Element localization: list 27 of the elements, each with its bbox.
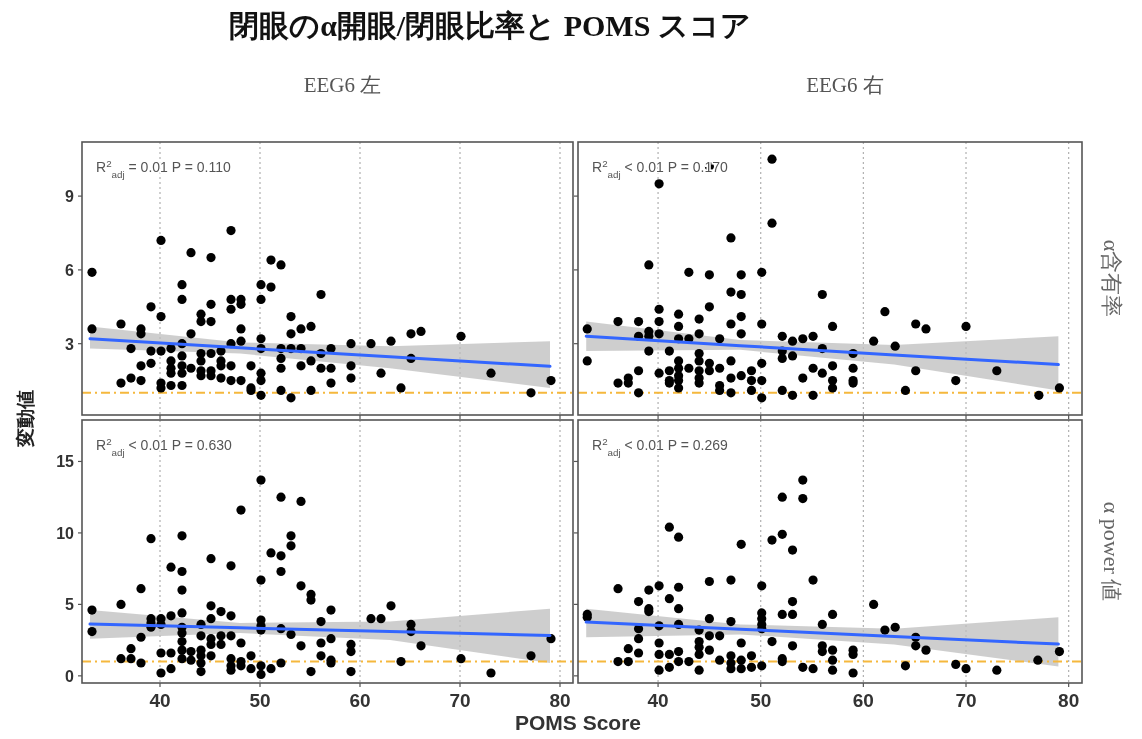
x-tick-label: 60 [852, 690, 874, 711]
y2-axis-title: α power 値 [1099, 501, 1124, 602]
y-tick-label: 3 [65, 335, 75, 353]
x-tick-label: 60 [349, 690, 371, 711]
y2-axis-title: α含有率 [1099, 239, 1124, 318]
x-tick-label: 70 [955, 690, 977, 711]
x-tick-label: 80 [1058, 690, 1080, 711]
x-tick-label: 50 [249, 690, 271, 711]
x-tick-label: 40 [149, 690, 171, 711]
y-tick-label: 6 [65, 261, 75, 279]
y-tick-label: 9 [65, 188, 75, 206]
annotation: R$^{2}$$_{adj}$ < 0.01 P = 0.269 [592, 435, 729, 458]
y-tick-label: 10 [56, 524, 75, 542]
chart-title: 閉眼のα開眼/閉眼比率と POMS スコア [229, 9, 751, 42]
x-tick-label: 50 [750, 690, 772, 711]
y-tick-label: 15 [56, 453, 75, 471]
chart-subtitle: EEG6 右 [806, 73, 884, 97]
chart-subtitle: EEG6 左 [303, 73, 382, 97]
x-tick-label: 70 [449, 690, 471, 711]
x-tick-label: 40 [647, 690, 669, 711]
y-axis-title: 変動値 [15, 389, 36, 448]
x-axis-title: POMS Score [514, 711, 642, 734]
y-tick-label: 0 [65, 667, 75, 685]
y-tick-label: 5 [65, 596, 75, 614]
x-tick-label: 80 [549, 690, 571, 711]
annotation: R$^{2}$$_{adj}$ < 0.01 P = 0.630 [96, 435, 233, 458]
annotation: R$^{2}$$_{adj}$ = 0.01 P = 0.110 [96, 157, 231, 180]
